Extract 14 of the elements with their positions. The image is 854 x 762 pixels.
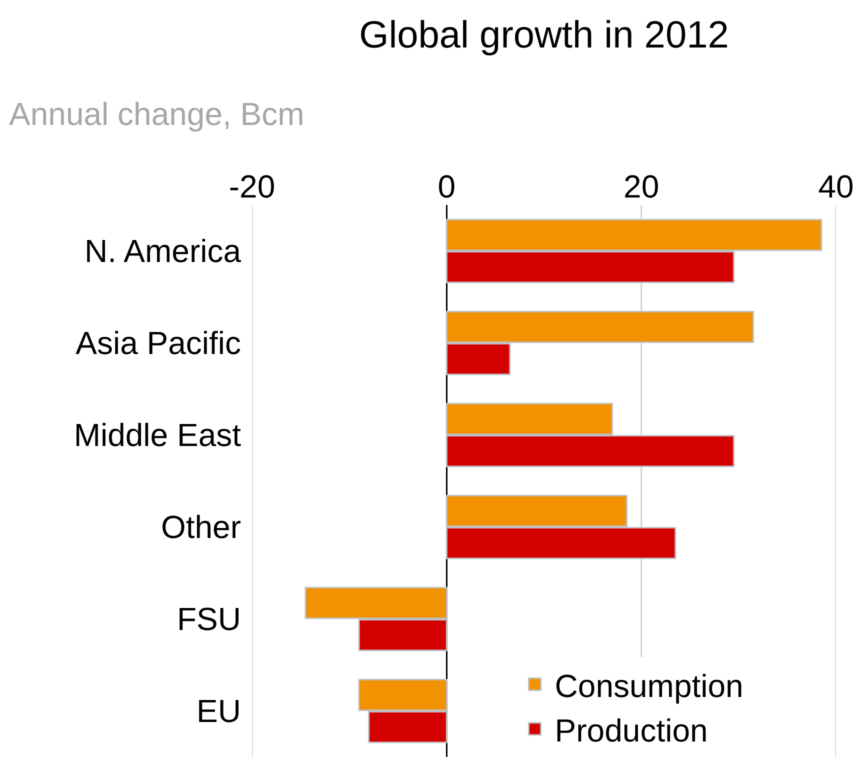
x-tick-label: 20 [624,168,660,205]
y-tick-label: EU [196,693,241,730]
y-tick-label: FSU [177,601,241,638]
y-tick-label: Asia Pacific [76,325,241,362]
y-tick-label: N. America [84,233,242,270]
chart-subtitle: Annual change, Bcm [9,96,304,132]
x-tick-label: 40 [818,168,854,205]
x-tick-label: -20 [228,168,276,205]
chart-title: Global growth in 2012 [359,14,729,57]
y-tick-label: Other [160,509,242,546]
legend-label: Consumption [554,668,744,704]
legend-label: Production [554,712,708,748]
x-tick-label: 0 [438,168,456,205]
y-tick-label: Middle East [74,417,242,454]
